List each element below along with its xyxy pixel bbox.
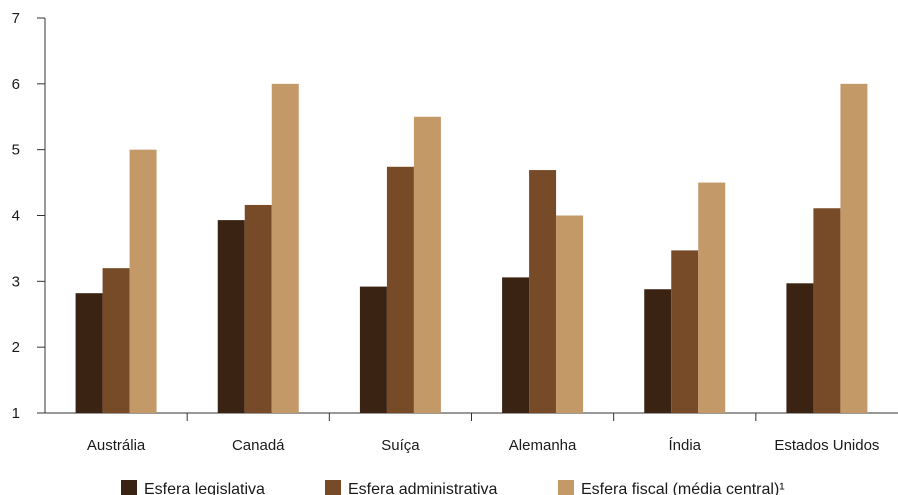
legend-label: Esfera fiscal (média central)¹ — [581, 481, 785, 495]
y-tick-label: 7 — [12, 10, 20, 27]
bar-administrativa — [102, 268, 130, 413]
bar-legislativa — [644, 289, 672, 413]
bar-administrativa — [386, 166, 414, 413]
x-tick-label: Austrália — [87, 437, 146, 454]
y-tick-label: 6 — [12, 76, 20, 93]
bar-legislativa — [359, 286, 387, 413]
bar-fiscal — [271, 83, 299, 413]
bar-fiscal — [556, 215, 584, 413]
y-tick-label: 2 — [12, 339, 20, 356]
x-axis: Austrália Canadá Suíça Alemanha Índia Estados… — [45, 412, 898, 454]
bar-administrativa — [671, 250, 699, 413]
bar-fiscal — [129, 149, 157, 413]
x-tick-label: Alemanha — [509, 437, 577, 454]
x-tick-label: Canadá — [232, 437, 285, 454]
legend-swatch — [325, 480, 341, 495]
legend-swatch — [558, 480, 574, 495]
x-tick-label: Índia — [668, 437, 701, 454]
bar-legislativa — [502, 277, 530, 413]
bar-legislativa — [75, 293, 103, 413]
legend-item: Esfera legislativa — [121, 480, 265, 495]
legend: Esfera legislativa Esfera administrativa E… — [121, 480, 785, 495]
x-tick-label: Estados Unidos — [774, 437, 879, 454]
y-axis: 1 2 3 4 5 6 7 — [12, 10, 46, 422]
legend-item: Esfera administrativa — [325, 480, 497, 495]
y-tick-label: 5 — [12, 142, 20, 159]
bar-administrativa — [244, 204, 272, 413]
y-tick-label: 1 — [12, 405, 20, 422]
y-tick-label: 3 — [12, 273, 20, 290]
bar-fiscal — [698, 182, 726, 413]
bar-administrativa — [813, 208, 841, 413]
legend-swatch — [121, 480, 137, 495]
bar-fiscal — [840, 83, 868, 413]
bar-legislativa — [217, 220, 245, 413]
legend-label: Esfera legislativa — [144, 481, 265, 495]
bar-fiscal — [413, 116, 441, 413]
bar-legislativa — [786, 283, 814, 413]
bar-administrativa — [529, 170, 557, 413]
y-tick-label: 4 — [12, 208, 20, 225]
x-tick-label: Suíça — [381, 437, 420, 454]
legend-label: Esfera administrativa — [348, 481, 497, 495]
legend-item: Esfera fiscal (média central)¹ — [558, 480, 785, 495]
bars — [75, 83, 868, 413]
